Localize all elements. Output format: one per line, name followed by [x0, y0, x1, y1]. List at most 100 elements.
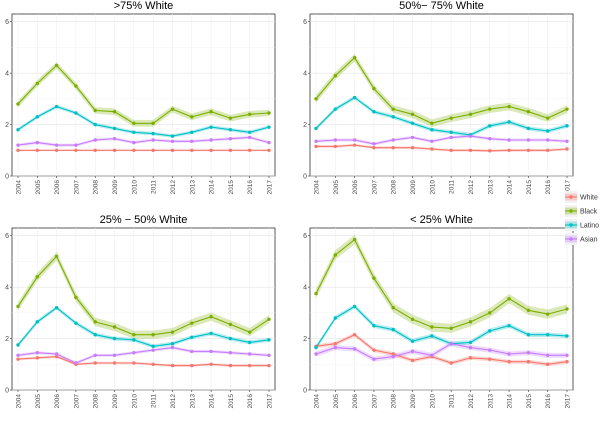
data-point-asian — [488, 137, 492, 141]
series-line-asian — [17, 136, 270, 146]
xtick-label: 2007 — [73, 394, 80, 409]
data-point-latino — [54, 306, 59, 310]
data-point-latino — [228, 128, 233, 132]
xtick-label: 2004 — [314, 180, 321, 195]
data-point-black — [267, 111, 271, 115]
data-point-latino — [314, 126, 318, 131]
data-point-latino — [565, 124, 569, 128]
confidence-band-latino — [316, 304, 567, 350]
data-point-black — [228, 322, 233, 327]
data-point-white — [16, 357, 20, 361]
data-point-asian — [507, 138, 511, 142]
data-point-black — [410, 317, 415, 321]
data-point-black — [247, 330, 252, 334]
xtick-label: 2012 — [170, 394, 177, 409]
data-point-asian — [565, 353, 569, 357]
xtick-label: 2016 — [545, 394, 552, 409]
data-point-white — [151, 362, 155, 366]
data-point-black — [333, 74, 338, 78]
xtick-label: 2004 — [16, 394, 23, 409]
legend-label-white: White — [580, 195, 598, 202]
data-point-asian — [54, 143, 59, 147]
xtick-label: 2005 — [333, 180, 340, 195]
data-point-white — [54, 148, 59, 152]
data-point-white — [468, 356, 473, 360]
data-point-asian — [565, 139, 569, 143]
data-point-latino — [170, 134, 175, 138]
data-point-latino — [488, 124, 492, 128]
data-point-latino — [112, 126, 117, 131]
data-point-asian — [430, 139, 434, 143]
data-point-latino — [333, 107, 338, 111]
xtick-label: 2009 — [112, 180, 119, 195]
data-point-asian — [488, 348, 492, 352]
panel-title: < 25% White — [410, 214, 473, 226]
xtick-label: 2016 — [247, 180, 254, 195]
data-point-black — [132, 121, 136, 125]
ytick-label: 2 — [303, 122, 307, 129]
data-point-latino — [372, 110, 376, 114]
data-point-asian — [410, 135, 415, 140]
xtick-label: 2015 — [228, 180, 235, 195]
data-point-latino — [526, 333, 531, 337]
ytick-label: 4 — [5, 285, 9, 292]
data-point-asian — [391, 354, 395, 359]
ytick-label: 4 — [303, 285, 307, 292]
data-point-asian — [545, 353, 550, 357]
data-point-black — [247, 112, 252, 116]
data-point-black — [372, 276, 376, 280]
xtick-label: 2017 — [565, 394, 572, 409]
data-point-latino — [430, 128, 434, 132]
data-point-white — [74, 148, 78, 152]
xtick-label: 2011 — [449, 180, 456, 194]
xtick-label: 2009 — [112, 394, 119, 409]
data-point-latino — [74, 111, 78, 115]
data-point-asian — [314, 352, 318, 356]
data-point-black — [170, 107, 175, 111]
data-point-latino — [507, 120, 511, 124]
legend-point-swatch — [569, 195, 573, 199]
ytick-label: 6 — [303, 19, 307, 26]
data-point-white — [93, 148, 97, 152]
data-point-black — [54, 254, 59, 258]
data-point-black — [526, 110, 531, 114]
data-point-white — [507, 148, 511, 152]
data-point-latino — [410, 339, 415, 343]
xtick-label: 2006 — [352, 394, 359, 409]
ytick-label: 2 — [5, 336, 9, 343]
xtick-label: 2013 — [487, 394, 494, 409]
xtick-label: 2011 — [151, 180, 158, 194]
data-point-asian — [151, 138, 155, 142]
xtick-label: 2009 — [410, 180, 417, 195]
data-point-asian — [16, 143, 20, 147]
data-point-asian — [545, 138, 550, 142]
data-point-asian — [526, 351, 531, 355]
ytick-label: 0 — [5, 174, 9, 181]
series-line-black — [315, 238, 568, 329]
data-point-white — [93, 361, 97, 365]
xtick-label: 2010 — [131, 180, 138, 195]
data-point-latino — [449, 130, 453, 134]
data-point-black — [449, 116, 453, 120]
xtick-label: 2017 — [267, 180, 274, 195]
data-point-asian — [54, 352, 59, 356]
data-point-white — [228, 148, 233, 152]
data-point-white — [35, 148, 40, 152]
data-point-asian — [74, 361, 78, 365]
data-point-asian — [93, 353, 97, 357]
data-point-latino — [151, 344, 155, 348]
ytick-label: 4 — [303, 71, 307, 78]
series-line-white — [17, 356, 269, 367]
data-point-asian — [267, 353, 271, 357]
data-point-black — [228, 116, 233, 120]
data-point-asian — [314, 139, 318, 143]
data-point-asian — [449, 135, 453, 140]
data-point-latino — [132, 338, 136, 342]
xtick-label: 2017 — [267, 394, 274, 409]
panel-75-white: >75% White 0 2 4 6 2004 2005 2006 2007 2008 2009 20… — [5, 0, 276, 195]
data-point-white — [333, 342, 338, 346]
xtick-label: 2014 — [209, 394, 216, 409]
ytick-label: 6 — [5, 19, 9, 26]
data-point-white — [16, 148, 20, 152]
